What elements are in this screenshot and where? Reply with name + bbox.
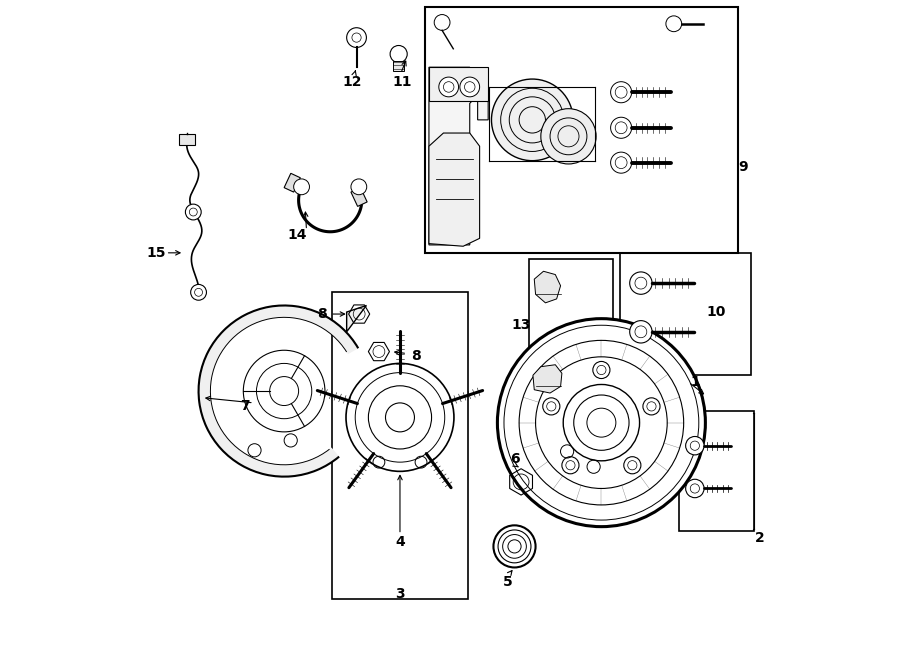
Circle shape xyxy=(498,319,706,527)
Circle shape xyxy=(346,364,454,471)
Circle shape xyxy=(593,362,610,379)
Bar xyxy=(393,61,404,71)
Circle shape xyxy=(351,179,366,195)
Circle shape xyxy=(493,525,536,567)
Bar xyxy=(620,253,751,375)
Circle shape xyxy=(630,321,652,343)
Circle shape xyxy=(610,117,632,138)
Circle shape xyxy=(686,436,704,455)
Circle shape xyxy=(541,108,596,164)
Circle shape xyxy=(439,77,459,97)
Text: 2: 2 xyxy=(754,531,764,545)
Circle shape xyxy=(610,152,632,173)
Circle shape xyxy=(562,457,579,474)
Polygon shape xyxy=(535,271,561,303)
Circle shape xyxy=(185,204,202,220)
Bar xyxy=(529,259,613,405)
Bar xyxy=(331,292,468,599)
Polygon shape xyxy=(429,133,480,247)
Circle shape xyxy=(460,77,480,97)
Polygon shape xyxy=(429,67,488,101)
Circle shape xyxy=(686,479,704,498)
Circle shape xyxy=(390,46,407,63)
Text: 12: 12 xyxy=(343,75,363,89)
Bar xyxy=(179,134,194,145)
Text: 6: 6 xyxy=(509,452,519,466)
Text: 10: 10 xyxy=(706,305,726,319)
Bar xyxy=(351,188,367,206)
Circle shape xyxy=(346,28,366,48)
Text: 13: 13 xyxy=(511,318,531,332)
Text: 14: 14 xyxy=(287,228,307,242)
Circle shape xyxy=(491,79,573,161)
Text: 4: 4 xyxy=(395,535,405,549)
Text: 15: 15 xyxy=(146,246,166,260)
Text: 11: 11 xyxy=(392,75,411,89)
Text: 8: 8 xyxy=(411,348,420,362)
Polygon shape xyxy=(429,67,488,245)
Text: 7: 7 xyxy=(239,399,249,413)
Text: 1: 1 xyxy=(690,375,700,389)
Text: 8: 8 xyxy=(317,307,327,321)
Circle shape xyxy=(434,15,450,30)
Circle shape xyxy=(610,82,632,102)
Circle shape xyxy=(666,16,681,32)
Text: 3: 3 xyxy=(395,587,405,601)
Text: 9: 9 xyxy=(738,160,748,175)
Circle shape xyxy=(243,350,325,432)
Polygon shape xyxy=(199,305,358,477)
Bar xyxy=(425,7,738,253)
Polygon shape xyxy=(346,305,366,332)
Bar xyxy=(680,410,754,531)
Circle shape xyxy=(643,398,660,415)
Circle shape xyxy=(624,457,641,474)
Circle shape xyxy=(191,284,206,300)
Circle shape xyxy=(543,398,560,415)
Circle shape xyxy=(630,272,652,294)
Text: 5: 5 xyxy=(503,575,513,589)
Polygon shape xyxy=(533,365,562,393)
Bar xyxy=(284,173,301,192)
Circle shape xyxy=(293,179,310,195)
